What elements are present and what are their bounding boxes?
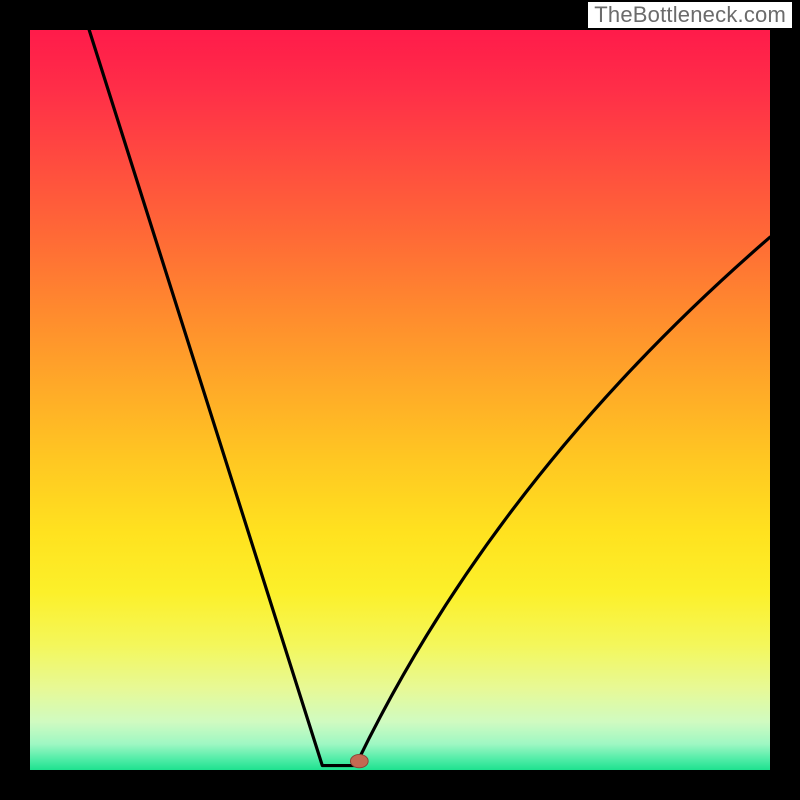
watermark-label: TheBottleneck.com bbox=[588, 2, 792, 28]
chart-svg bbox=[0, 0, 800, 800]
optimum-marker bbox=[350, 754, 368, 767]
plot-background bbox=[30, 30, 770, 770]
